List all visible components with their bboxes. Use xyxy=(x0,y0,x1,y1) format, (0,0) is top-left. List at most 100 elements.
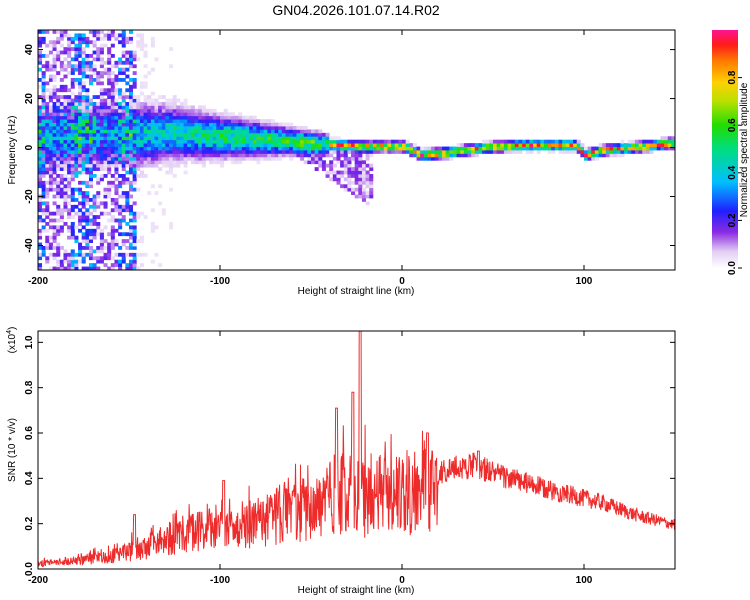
heatmap-cell xyxy=(150,67,155,72)
heatmap-cell xyxy=(409,143,414,147)
heatmap-cell xyxy=(656,143,661,147)
heatmap-cell xyxy=(227,122,232,127)
heatmap-cell xyxy=(129,126,134,130)
heatmap-cell xyxy=(67,184,72,189)
heatmap-cell xyxy=(190,153,195,158)
heatmap-cell xyxy=(121,146,126,151)
heatmap-cell xyxy=(45,246,50,250)
heatmap-cell xyxy=(114,259,119,264)
heatmap-cell xyxy=(70,163,75,168)
heatmap-cell xyxy=(285,136,290,141)
heatmap-cell xyxy=(136,266,141,270)
heatmap-cell xyxy=(81,47,86,51)
heatmap-cell xyxy=(45,191,50,195)
heatmap-cell xyxy=(267,143,272,147)
heatmap-cell xyxy=(45,228,50,233)
heatmap-cell xyxy=(179,102,184,106)
heatmap-cell xyxy=(442,153,447,158)
heatmap-cell xyxy=(78,167,83,171)
heatmap-cell xyxy=(223,136,228,141)
x-tick-label: -100 xyxy=(210,276,230,287)
heatmap-cell xyxy=(136,150,141,154)
heatmap-cell xyxy=(118,139,123,144)
heatmap-cell xyxy=(103,256,108,261)
heatmap-cell xyxy=(445,156,450,161)
heatmap-cell xyxy=(107,95,112,99)
heatmap-cell xyxy=(63,50,68,55)
heatmap-cell xyxy=(45,115,50,120)
heatmap-cell xyxy=(45,180,50,185)
heatmap-cell xyxy=(41,78,46,82)
heatmap-cell xyxy=(205,136,210,141)
heatmap-cell xyxy=(656,139,661,144)
heatmap-cell xyxy=(325,163,330,168)
heatmap-cell xyxy=(81,102,86,106)
heatmap-cell xyxy=(136,40,141,45)
heatmap-cell xyxy=(38,78,43,82)
heatmap-cell xyxy=(70,105,75,110)
heatmap-cell xyxy=(147,71,152,75)
heatmap-cell xyxy=(41,228,46,233)
snr-series-line xyxy=(38,331,675,568)
heatmap-cell xyxy=(245,150,250,154)
heatmap-cell xyxy=(147,98,152,103)
heatmap-cell xyxy=(205,126,210,130)
snr-x-label: Height of straight line (km) xyxy=(298,585,415,596)
heatmap-cell xyxy=(143,50,148,55)
heatmap-cell xyxy=(183,136,188,141)
heatmap-cell xyxy=(129,208,134,213)
heatmap-cell xyxy=(212,153,217,158)
heatmap-cell xyxy=(52,156,57,161)
heatmap-cell xyxy=(158,167,163,171)
heatmap-cell xyxy=(518,146,523,151)
heatmap-cell xyxy=(387,143,392,147)
heatmap-cell xyxy=(56,180,61,185)
heatmap-cell xyxy=(361,146,366,151)
heatmap-cell xyxy=(165,108,170,113)
heatmap-cell xyxy=(125,239,130,243)
heatmap-cell xyxy=(198,132,203,137)
heatmap-cell xyxy=(129,228,134,233)
heatmap-cell xyxy=(234,160,239,165)
heatmap-cell xyxy=(67,252,72,257)
heatmap-cell xyxy=(132,122,137,127)
heatmap-cell xyxy=(118,156,123,161)
heatmap-cell xyxy=(230,119,235,123)
heatmap-cell xyxy=(343,184,348,189)
heatmap-cell xyxy=(92,263,97,267)
heatmap-cell xyxy=(85,239,90,243)
heatmap-cell xyxy=(194,146,199,151)
heatmap-cell xyxy=(63,102,68,106)
heatmap-cell xyxy=(289,156,294,161)
heatmap-cell xyxy=(143,174,148,178)
heatmap-cell xyxy=(416,153,421,158)
heatmap-cell xyxy=(139,84,144,89)
heatmap-cell xyxy=(467,146,472,151)
heatmap-cell xyxy=(307,136,312,141)
heatmap-cell xyxy=(165,146,170,151)
heatmap-cell xyxy=(125,95,130,99)
heatmap-cell xyxy=(56,126,61,130)
heatmap-cell xyxy=(209,150,214,154)
heatmap-cell xyxy=(118,259,123,264)
heatmap-cell xyxy=(260,126,265,130)
heatmap-cell xyxy=(92,143,97,147)
heatmap-cell xyxy=(220,112,225,117)
heatmap-cell xyxy=(38,228,43,233)
heatmap-cell xyxy=(289,153,294,158)
heatmap-cell xyxy=(209,129,214,134)
heatmap-cell xyxy=(569,146,574,151)
heatmap-cell xyxy=(190,129,195,134)
heatmap-cell xyxy=(74,150,79,154)
heatmap-cell xyxy=(383,146,388,151)
heatmap-cell xyxy=(45,129,50,134)
heatmap-cell xyxy=(103,71,108,75)
heatmap-cell xyxy=(325,136,330,141)
heatmap-cell xyxy=(63,119,68,123)
heatmap-cell xyxy=(132,146,137,151)
heatmap-cell xyxy=(125,54,130,58)
heatmap-cell xyxy=(165,160,170,165)
heatmap-cell xyxy=(45,143,50,147)
heatmap-cell xyxy=(216,139,221,144)
heatmap-cell xyxy=(56,150,61,154)
